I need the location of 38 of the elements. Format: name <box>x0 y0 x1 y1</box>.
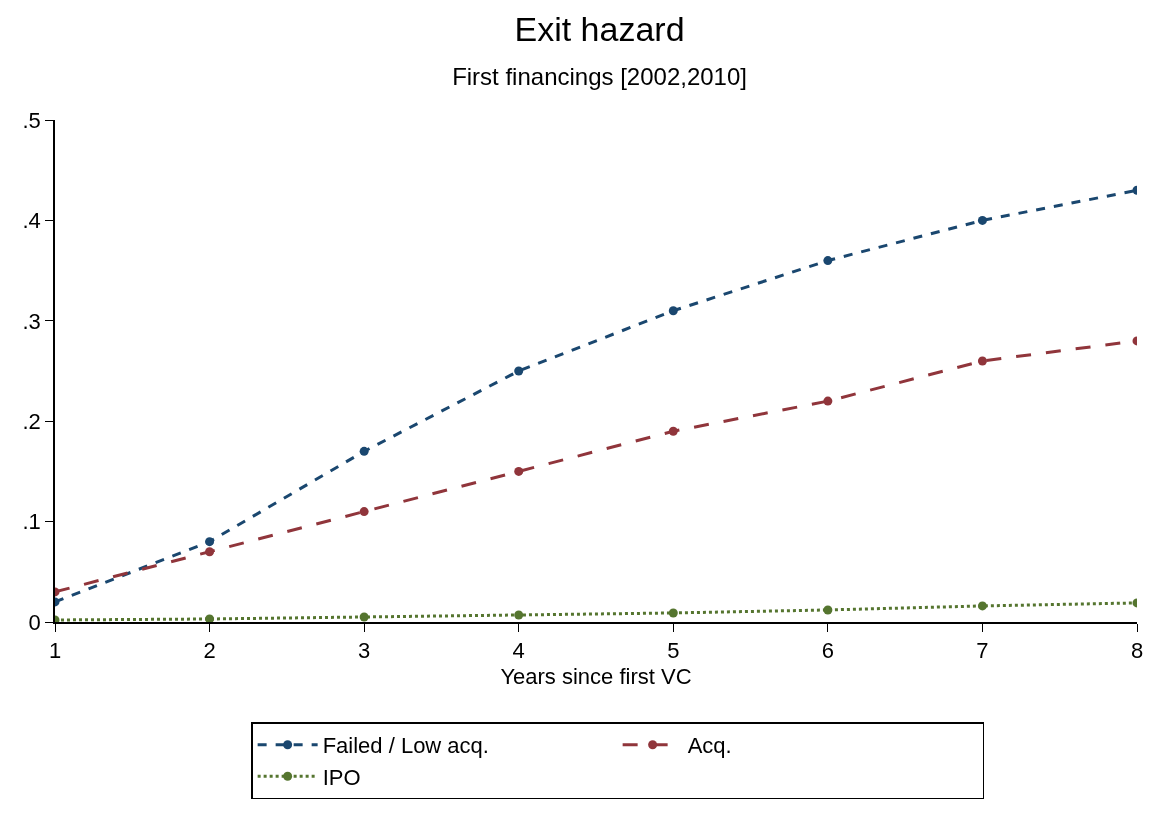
x-tick-label: 7 <box>976 638 989 664</box>
chart-title: Exit hazard <box>514 9 685 48</box>
legend-label: Acq. <box>687 733 732 759</box>
y-tick-label: 0 <box>28 609 41 635</box>
y-tick-label: .3 <box>22 308 41 334</box>
point <box>823 396 833 406</box>
point <box>359 446 369 456</box>
point <box>668 608 678 618</box>
y-tick-label: .2 <box>22 408 41 434</box>
point <box>359 612 369 622</box>
legend-label: Failed / Low acq. <box>322 733 489 759</box>
point <box>977 601 987 611</box>
chart-subtitle: First financings [2002,2010] <box>452 63 747 91</box>
point <box>977 356 987 366</box>
x-tick-label: 5 <box>667 638 680 664</box>
point <box>205 537 215 547</box>
x-tick-label: 1 <box>48 638 62 664</box>
legend-label: IPO <box>322 764 361 790</box>
point <box>823 605 833 615</box>
point <box>205 614 215 622</box>
point <box>823 256 833 266</box>
x-tick-label: 3 <box>358 638 371 664</box>
y-tick-label: .5 <box>22 107 41 133</box>
point <box>205 547 215 557</box>
point <box>359 507 369 517</box>
x-tick-label: 4 <box>512 638 525 664</box>
x-axis-title: Years since first VC <box>500 663 692 689</box>
x-tick-label: 2 <box>203 638 216 664</box>
point <box>977 215 987 225</box>
point <box>514 610 524 620</box>
point <box>514 466 524 476</box>
point <box>668 306 678 316</box>
point <box>514 366 524 376</box>
point <box>668 426 678 436</box>
x-tick-label: 8 <box>1130 638 1144 664</box>
y-tick-label: .4 <box>22 208 41 234</box>
x-tick-label: 6 <box>821 638 834 664</box>
y-tick-label: .1 <box>22 509 41 535</box>
